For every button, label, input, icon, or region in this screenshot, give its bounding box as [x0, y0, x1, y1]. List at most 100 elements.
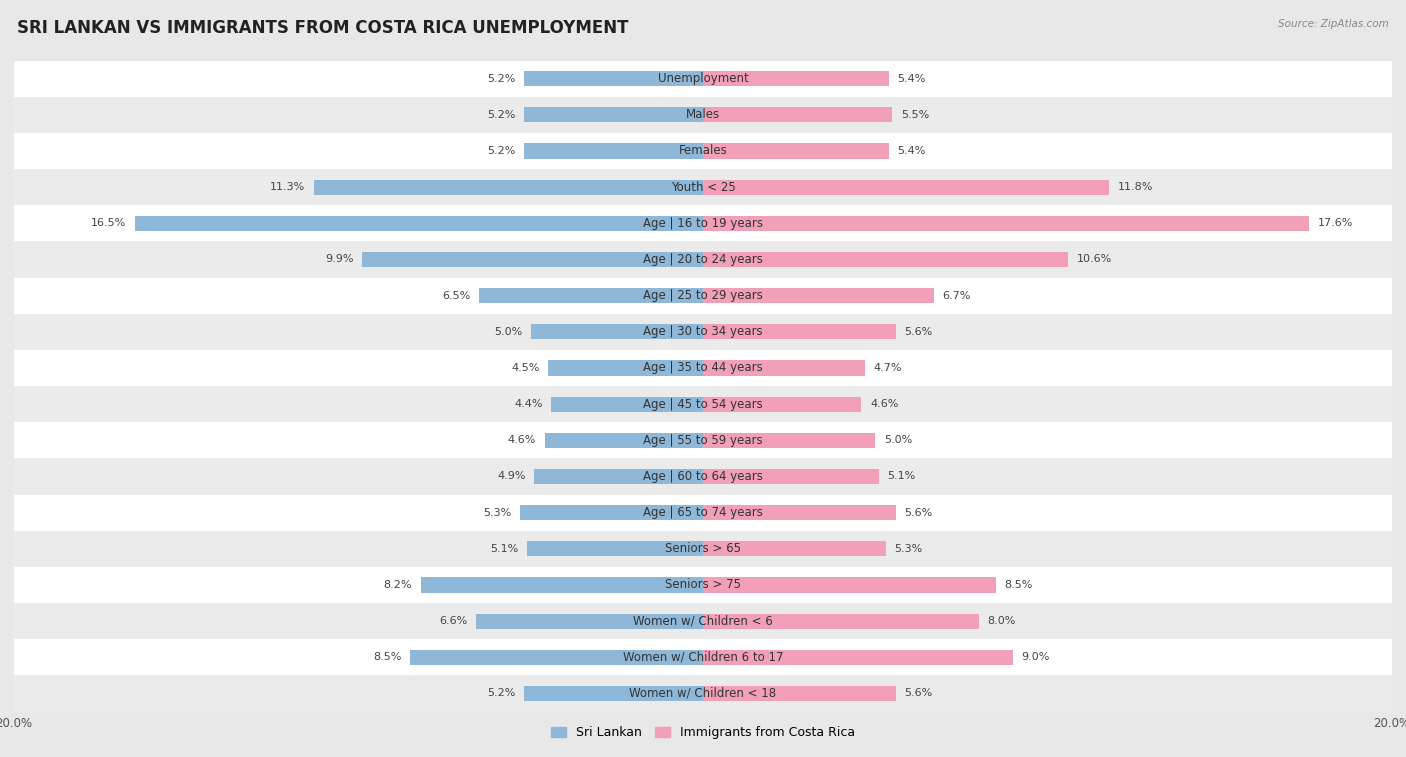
Text: 5.1%: 5.1%	[887, 472, 915, 481]
Bar	[551, 397, 703, 412]
Bar	[524, 107, 703, 123]
Text: 5.2%: 5.2%	[486, 146, 515, 156]
Bar	[14, 675, 1392, 712]
Bar	[703, 179, 1109, 195]
Text: 6.6%: 6.6%	[439, 616, 467, 626]
Text: 4.7%: 4.7%	[873, 363, 903, 373]
Bar	[703, 614, 979, 629]
Text: 5.4%: 5.4%	[897, 146, 927, 156]
Text: 8.5%: 8.5%	[1004, 580, 1033, 590]
Bar	[135, 216, 703, 231]
Bar	[475, 614, 703, 629]
Text: Age | 16 to 19 years: Age | 16 to 19 years	[643, 217, 763, 230]
Bar	[14, 205, 1392, 241]
Text: Age | 25 to 29 years: Age | 25 to 29 years	[643, 289, 763, 302]
Text: 4.6%: 4.6%	[508, 435, 536, 445]
Text: Age | 45 to 54 years: Age | 45 to 54 years	[643, 397, 763, 410]
Text: 11.8%: 11.8%	[1118, 182, 1153, 192]
Text: 5.3%: 5.3%	[894, 544, 922, 554]
Text: 4.6%: 4.6%	[870, 399, 898, 409]
Bar	[14, 350, 1392, 386]
Bar	[314, 179, 703, 195]
Text: Age | 55 to 59 years: Age | 55 to 59 years	[643, 434, 763, 447]
Bar	[703, 541, 886, 556]
Text: Women w/ Children < 6: Women w/ Children < 6	[633, 615, 773, 628]
Text: Unemployment: Unemployment	[658, 72, 748, 85]
Text: 11.3%: 11.3%	[270, 182, 305, 192]
Text: 6.7%: 6.7%	[942, 291, 970, 301]
Text: 17.6%: 17.6%	[1317, 218, 1353, 229]
Bar	[703, 71, 889, 86]
Bar	[14, 313, 1392, 350]
Text: Age | 35 to 44 years: Age | 35 to 44 years	[643, 362, 763, 375]
Text: 8.2%: 8.2%	[384, 580, 412, 590]
Bar	[531, 324, 703, 339]
Bar	[520, 505, 703, 520]
Bar	[703, 216, 1309, 231]
Bar	[14, 133, 1392, 169]
Bar	[703, 505, 896, 520]
Text: 5.2%: 5.2%	[486, 110, 515, 120]
Bar	[703, 650, 1012, 665]
Text: 4.4%: 4.4%	[515, 399, 543, 409]
Bar	[703, 686, 896, 701]
Text: Age | 30 to 34 years: Age | 30 to 34 years	[643, 326, 763, 338]
Bar	[14, 422, 1392, 459]
Text: Age | 65 to 74 years: Age | 65 to 74 years	[643, 506, 763, 519]
Bar	[14, 603, 1392, 639]
Text: 4.5%: 4.5%	[510, 363, 540, 373]
Bar	[703, 252, 1069, 267]
Text: 5.3%: 5.3%	[484, 508, 512, 518]
Text: 5.6%: 5.6%	[904, 689, 932, 699]
Bar	[14, 567, 1392, 603]
Bar	[524, 143, 703, 158]
Bar	[411, 650, 703, 665]
Bar	[703, 578, 995, 593]
Bar	[14, 241, 1392, 278]
Bar	[703, 107, 893, 123]
Bar	[548, 360, 703, 375]
Text: SRI LANKAN VS IMMIGRANTS FROM COSTA RICA UNEMPLOYMENT: SRI LANKAN VS IMMIGRANTS FROM COSTA RICA…	[17, 19, 628, 37]
Bar	[14, 459, 1392, 494]
Bar	[703, 469, 879, 484]
Bar	[524, 71, 703, 86]
Text: Women w/ Children 6 to 17: Women w/ Children 6 to 17	[623, 651, 783, 664]
Text: 8.5%: 8.5%	[373, 653, 402, 662]
Text: Seniors > 75: Seniors > 75	[665, 578, 741, 591]
Text: Females: Females	[679, 145, 727, 157]
Text: 10.6%: 10.6%	[1077, 254, 1112, 264]
Text: Seniors > 65: Seniors > 65	[665, 542, 741, 556]
Bar	[14, 639, 1392, 675]
Text: 6.5%: 6.5%	[443, 291, 471, 301]
Bar	[703, 360, 865, 375]
Text: 5.4%: 5.4%	[897, 73, 927, 83]
Bar	[14, 494, 1392, 531]
Bar	[14, 61, 1392, 97]
Text: 5.2%: 5.2%	[486, 689, 515, 699]
Bar	[703, 288, 934, 304]
Bar	[703, 433, 875, 448]
Bar	[14, 97, 1392, 133]
Text: 5.0%: 5.0%	[494, 327, 522, 337]
Text: Source: ZipAtlas.com: Source: ZipAtlas.com	[1278, 19, 1389, 29]
Text: 4.9%: 4.9%	[498, 472, 526, 481]
Text: 5.6%: 5.6%	[904, 508, 932, 518]
Bar	[524, 686, 703, 701]
Text: 16.5%: 16.5%	[91, 218, 127, 229]
Bar	[420, 578, 703, 593]
Text: 5.5%: 5.5%	[901, 110, 929, 120]
Bar	[14, 169, 1392, 205]
Text: 9.0%: 9.0%	[1022, 653, 1050, 662]
Bar	[479, 288, 703, 304]
Text: 5.1%: 5.1%	[491, 544, 519, 554]
Text: Women w/ Children < 18: Women w/ Children < 18	[630, 687, 776, 700]
Text: Age | 60 to 64 years: Age | 60 to 64 years	[643, 470, 763, 483]
Bar	[544, 433, 703, 448]
Text: Males: Males	[686, 108, 720, 121]
Text: 9.9%: 9.9%	[325, 254, 353, 264]
Bar	[14, 278, 1392, 313]
Bar	[703, 397, 862, 412]
Text: Youth < 25: Youth < 25	[671, 181, 735, 194]
Bar	[703, 143, 889, 158]
Legend: Sri Lankan, Immigrants from Costa Rica: Sri Lankan, Immigrants from Costa Rica	[547, 721, 859, 744]
